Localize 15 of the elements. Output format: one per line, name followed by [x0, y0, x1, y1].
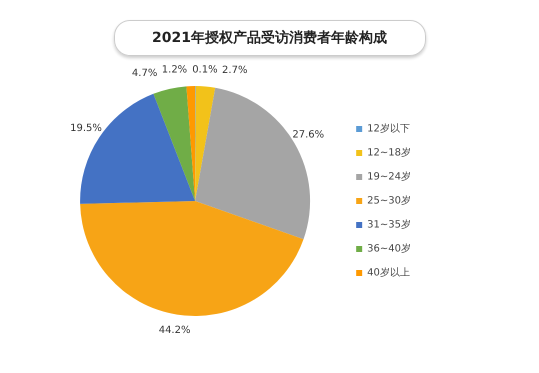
- data-label: 44.2%: [158, 324, 190, 336]
- legend-label: 19~24岁: [367, 170, 411, 183]
- data-label: 4.7%: [132, 68, 158, 79]
- data-label: 1.2%: [162, 64, 188, 76]
- data-label: 19.5%: [70, 122, 102, 134]
- data-label: 0.1%: [192, 64, 218, 76]
- data-label: 27.6%: [292, 130, 324, 141]
- legend-label: 31~35岁: [367, 218, 411, 231]
- legend-label: 36~40岁: [367, 242, 411, 255]
- legend-label: 40岁以上: [367, 266, 410, 279]
- legend-label: 12~18岁: [367, 146, 411, 159]
- chart-title: 2021年授权产品受访消费者年龄构成: [114, 20, 426, 56]
- legend-label: 25~30岁: [367, 194, 411, 207]
- legend-label: 12岁以下: [367, 122, 410, 135]
- data-label: 2.7%: [222, 65, 248, 76]
